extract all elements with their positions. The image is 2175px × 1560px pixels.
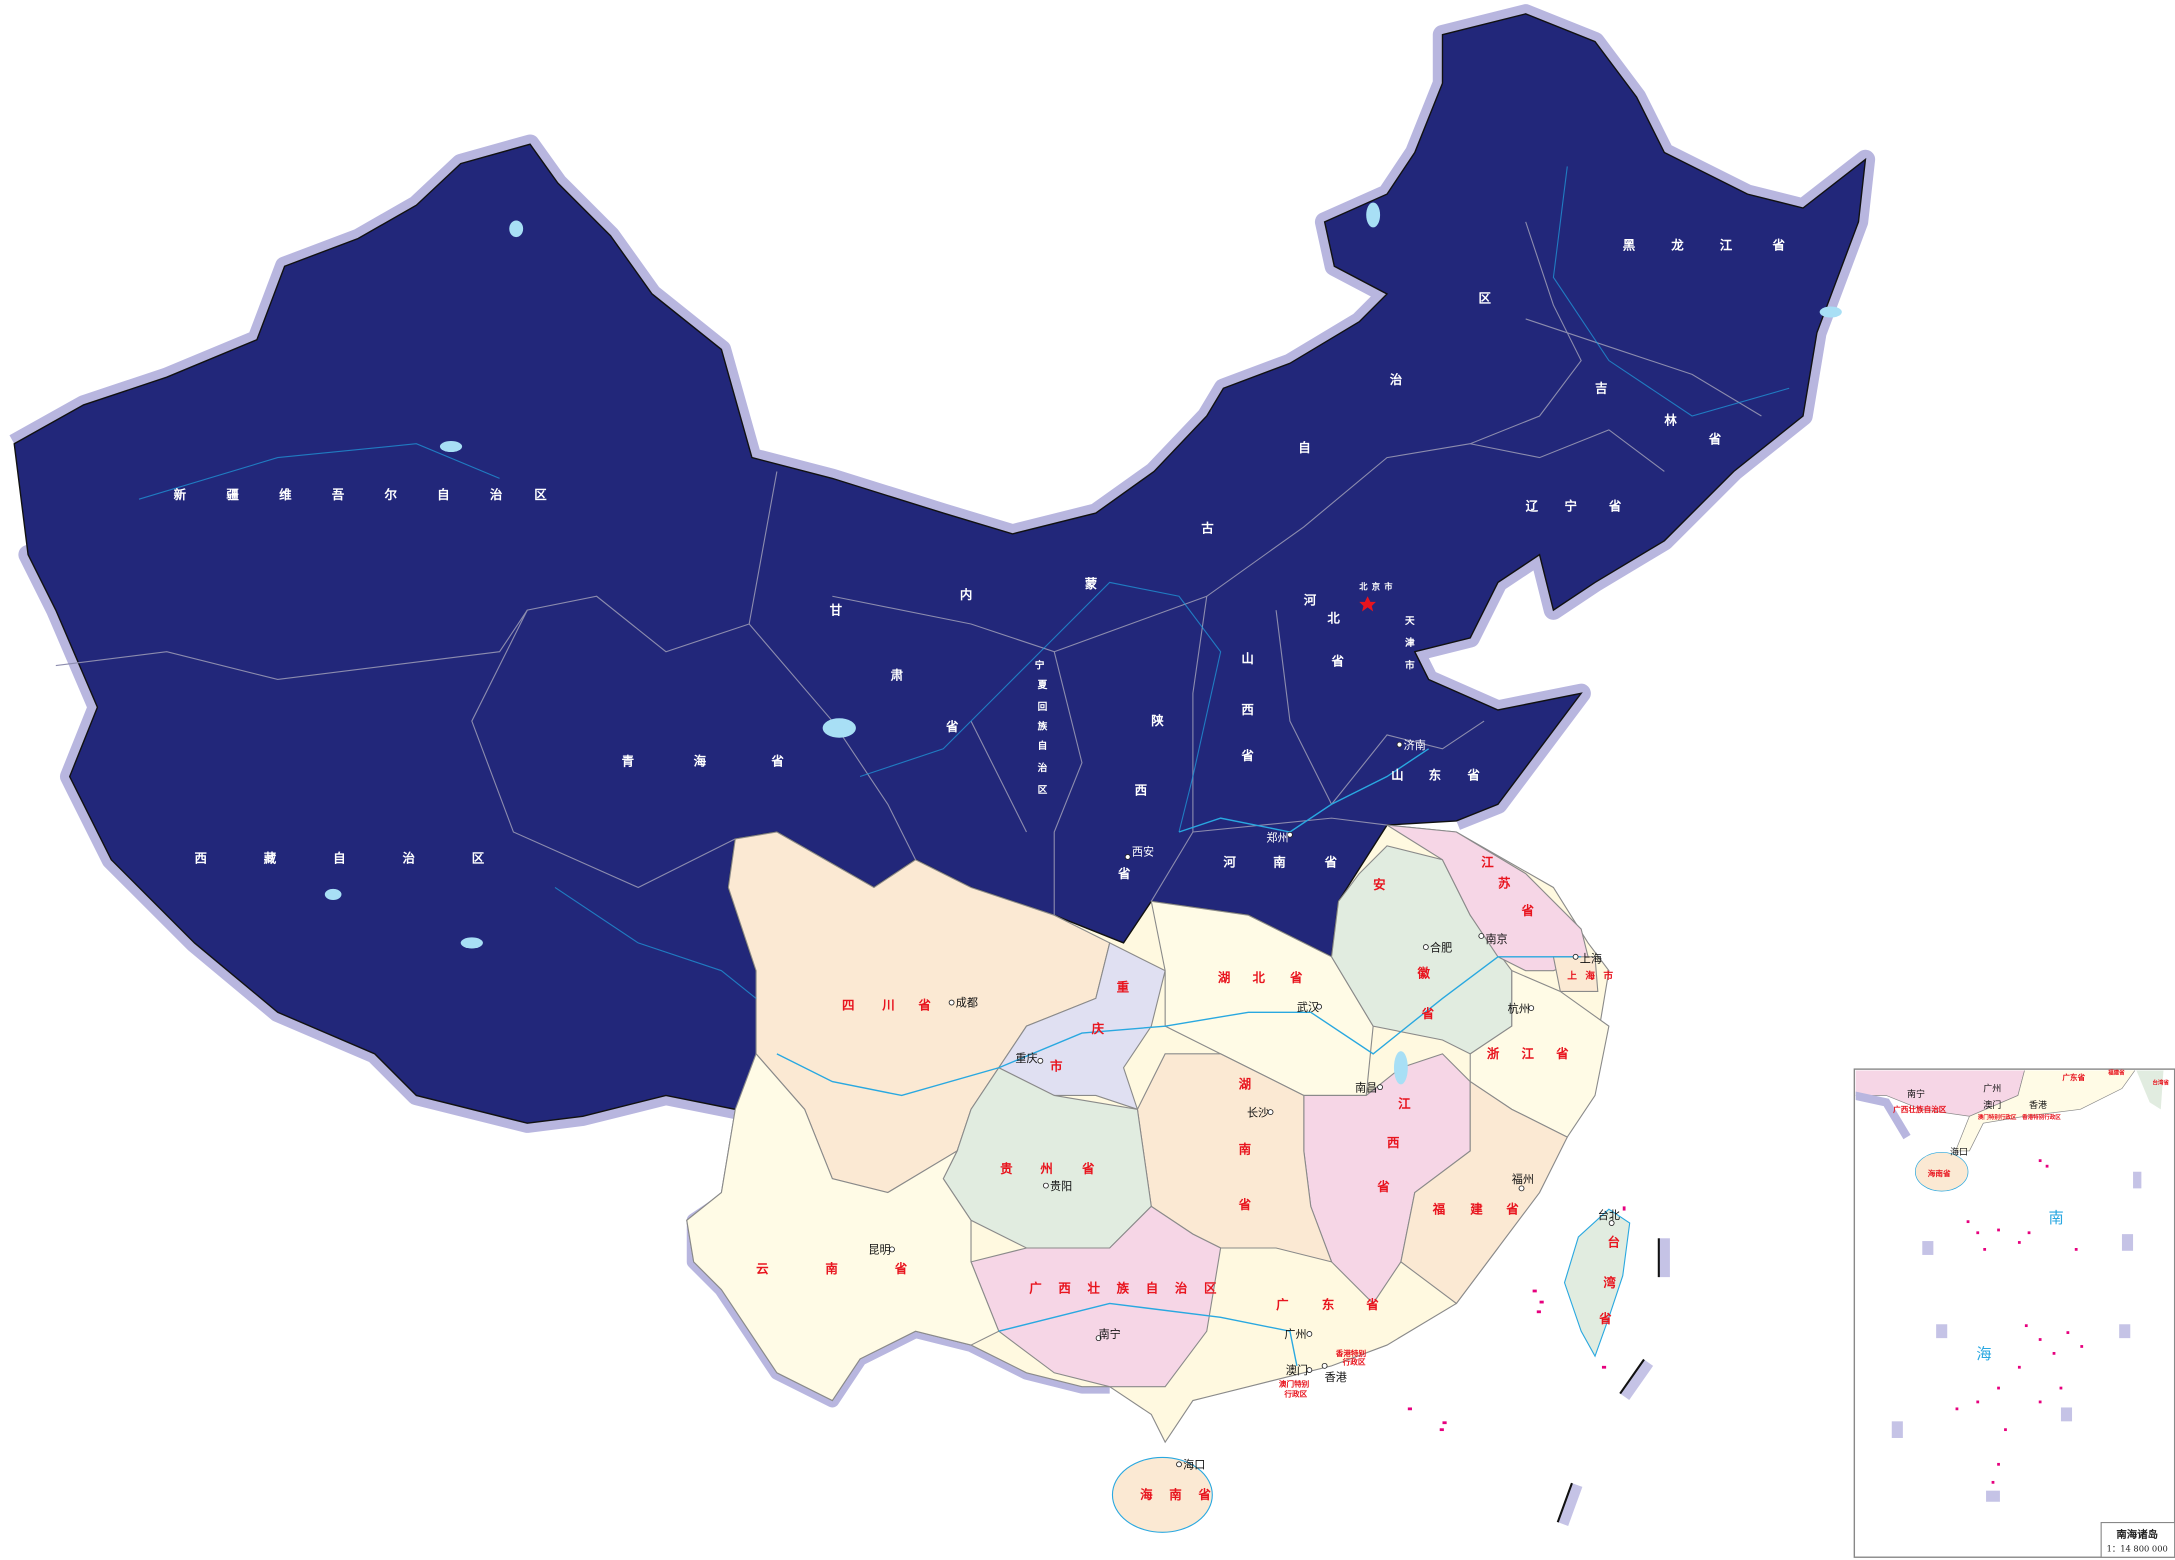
city-nanjing: 南京 [1485,932,1507,946]
label-beijing: 北京市 [1359,581,1393,591]
city-chengdu: 成都 [956,997,978,1010]
inset-fujian: 福建省 [2107,1069,2125,1077]
inset-sea-char-2: 海 [1976,1345,1991,1363]
label-hongkong-sar-1: 香港特别 [1335,1348,1367,1358]
city-markers [889,741,1615,1468]
inset-taiwan: 台湾省 [2152,1078,2169,1086]
inset-hainan: 海南省 [1928,1168,1951,1178]
city-fuzhou: 福州 [1512,1172,1534,1186]
south-provinces [686,824,1631,1533]
label-hongkong-sar-2: 行政区 [1342,1356,1366,1366]
inset-hongkong: 香港 [2029,1099,2047,1111]
city-zhengzhou: 郑州 [1266,831,1288,845]
city-guangzhou: 广州 [1284,1328,1306,1341]
city-xian: 西安 [1132,845,1154,859]
province-jiangsu[interactable] [1386,824,1589,972]
south-china-sea-inset: 南 海 南宁 广西壮族自治区 广东省 广州 澳门 香港 澳门特别行政区 香港特别… [1853,1068,2175,1558]
city-hongkong: 香港 [1325,1371,1347,1384]
inset-guangdong: 广东省 [2062,1072,2085,1082]
rivers [138,166,1842,1367]
city-wuhan: 武汉 [1297,1001,1319,1014]
inset-guangzhou: 广州 [1983,1082,2001,1094]
city-chongqing: 重庆 [1015,1051,1037,1065]
province-fujian[interactable] [1400,1080,1569,1305]
north-borders [55,221,1762,916]
city-kunming: 昆明 [868,1244,890,1257]
province-chongqing[interactable] [997,942,1166,1111]
province-guangxi[interactable] [970,1205,1222,1388]
city-labels: 成都 重庆 贵阳 昆明 南宁 广州 澳门 香港 海口 长沙 武汉 南昌 福州 杭… [868,738,1620,1472]
city-taipei: 台北 [1598,1208,1620,1222]
inset-title: 南海诸岛 [2116,1528,2158,1541]
label-tianjin: 天津市 [1405,615,1415,671]
islands [1407,1206,1626,1432]
label-macau-sar-1: 澳门特别 [1279,1379,1310,1389]
inset-nanning: 南宁 [1907,1088,1925,1100]
city-jinan: 济南 [1404,738,1426,752]
city-shanghai: 上海 [1580,951,1602,965]
inset-macau-sar: 澳门特别行政区 [1978,1113,2017,1121]
city-changsha: 长沙 [1247,1106,1269,1119]
inset-macau: 澳门 [1983,1099,2001,1111]
inset-haikou: 海口 [1950,1146,1968,1158]
label-fujian: 福建省 [1432,1201,1519,1216]
city-hefei: 合肥 [1430,940,1452,954]
city-haikou: 海口 [1183,1457,1205,1471]
inset-hk-sar: 香港特别行政区 [2021,1113,2061,1121]
capital-star-icon [1359,596,1376,612]
city-guiyang: 贵阳 [1050,1180,1072,1193]
label-zhejiang: 浙江省 [1487,1046,1569,1061]
label-shanghai: 上海市 [1567,969,1613,982]
city-nanning: 南宁 [1099,1327,1121,1341]
inset-title-box [2100,1522,2175,1558]
border-markers [1556,1238,1670,1526]
province-taiwan[interactable] [1563,1208,1631,1358]
inset-guangxi: 广西壮族自治区 [1893,1104,1947,1114]
city-macau: 澳门 [1286,1363,1308,1377]
province-hainan[interactable] [1111,1456,1213,1533]
province-yunnan[interactable] [686,1052,1000,1402]
label-macau-sar-2: 行政区 [1283,1388,1307,1398]
inset-scale: 1：14 800 000 [2107,1544,2168,1554]
city-hangzhou: 杭州 [1508,1001,1530,1015]
city-nanchang: 南昌 [1355,1081,1377,1094]
label-hainan: 海南省 [1140,1487,1211,1502]
label-xizang: 西藏自治区 [194,851,484,866]
inset-sea-char-1: 南 [2048,1209,2063,1227]
